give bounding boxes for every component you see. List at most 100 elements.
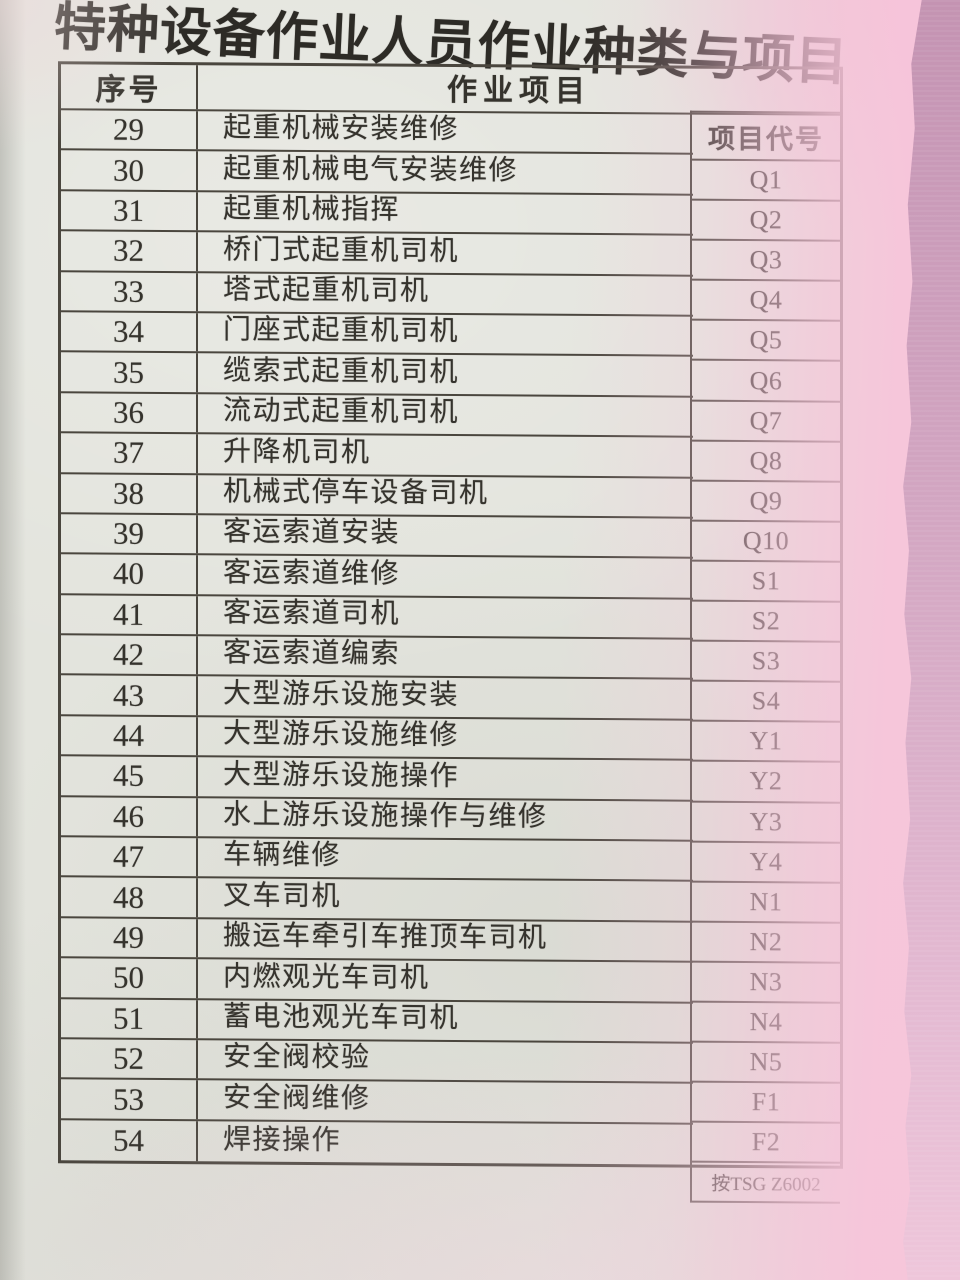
table-header-row: 序号 作业项目: [61, 64, 840, 116]
table-body: 29 起重机械安装维修 30 起重机械电气安装维修 31 起重机械指挥 32 桥门式起重机司机…: [61, 110, 693, 1165]
row-index-cell: 54: [61, 1120, 198, 1162]
row-project-cell: 起重机械安装维修: [223, 112, 460, 146]
row-index-cell: 47: [61, 837, 198, 877]
code-cell: S3: [692, 641, 840, 683]
table-row: 39 客运索道安装: [61, 514, 693, 559]
table-row: 48 叉车司机: [61, 877, 693, 923]
table-row: 40 客运索道维修: [61, 554, 693, 600]
code-cell: S4: [692, 681, 840, 724]
row-project-cell: 桥门式起重机司机: [223, 233, 460, 267]
book-cover-strip: [903, 0, 960, 1280]
code-cell: Q6: [692, 361, 840, 403]
table-row: 49 搬运车牵引车推顶车司机: [61, 918, 693, 963]
row-project-cell: 起重机械电气安装维修: [223, 153, 519, 187]
code-cell: Q8: [692, 441, 840, 483]
code-cell: F1: [692, 1082, 840, 1124]
table-row: 36 流动式起重机司机: [61, 393, 693, 438]
row-index-cell: 30: [61, 150, 198, 191]
table-row: 32 桥门式起重机司机: [61, 231, 693, 277]
code-cell: N5: [692, 1042, 840, 1084]
row-index-cell: 51: [61, 998, 198, 1039]
code-cell: Q3: [692, 240, 840, 283]
row-index-cell: 29: [61, 110, 198, 150]
table-row: 44 大型游乐设施维修: [61, 716, 693, 761]
row-index-cell: 53: [61, 1079, 198, 1120]
row-project-cell: 起重机械指挥: [223, 193, 401, 226]
row-project-cell: 客运索道编索: [223, 637, 401, 671]
row-project-cell: 流动式起重机司机: [223, 395, 460, 429]
row-index-cell: 45: [61, 756, 198, 796]
row-index-cell: 50: [61, 958, 198, 998]
row-project-cell: 客运索道司机: [223, 597, 401, 630]
code-cell: Q5: [692, 321, 840, 363]
row-index-cell: 38: [61, 473, 198, 514]
code-cell: Y2: [692, 762, 840, 804]
code-cell: N3: [692, 962, 840, 1004]
row-project-cell: 大型游乐设施维修: [223, 718, 460, 752]
table-row: 35 缆索式起重机司机: [61, 352, 693, 398]
row-project-cell: 焊接操作: [223, 1124, 342, 1157]
row-index-cell: 39: [61, 514, 198, 554]
table-row: 38 机械式停车设备司机: [61, 473, 693, 519]
row-index-cell: 34: [61, 312, 198, 352]
row-index-cell: 42: [61, 635, 198, 675]
table-row: 37 升降机司机: [61, 433, 693, 479]
row-project-cell: 水上游乐设施操作与维修: [223, 799, 548, 833]
code-cell: Q10: [692, 521, 840, 563]
row-project-cell: 安全阀校验: [223, 1041, 371, 1074]
row-project-cell: 大型游乐设施安装: [223, 678, 460, 711]
code-cell: F2: [692, 1122, 840, 1165]
table-row: 41 客运索道司机: [61, 594, 693, 640]
row-project-cell: 内燃观光车司机: [223, 961, 430, 994]
row-index-cell: 41: [61, 594, 198, 635]
table-row: 46 水上游乐设施操作与维修: [61, 796, 693, 842]
table-row: 42 客运索道编索: [61, 635, 693, 681]
row-project-cell: 客运索道维修: [223, 557, 401, 590]
table-row: 53 安全阀维修: [61, 1079, 693, 1125]
table-row: 31 起重机械指挥: [61, 191, 693, 236]
row-project-cell: 车辆维修: [223, 839, 342, 872]
table-row: 50 内燃观光车司机: [61, 958, 693, 1004]
row-index-cell: 33: [61, 271, 198, 312]
row-index-cell: 44: [61, 716, 198, 756]
row-project-cell: 缆索式起重机司机: [223, 355, 460, 388]
row-project-cell: 搬运车牵引车推顶车司机: [223, 920, 548, 954]
row-index-cell: 40: [61, 554, 198, 594]
row-project-cell: 机械式停车设备司机: [223, 476, 489, 510]
code-cell: Y4: [692, 842, 840, 884]
row-index-cell: 48: [61, 877, 198, 918]
code-column-header: 项目代号: [692, 112, 840, 162]
row-index-cell: 31: [61, 191, 198, 231]
row-index-cell: 43: [61, 675, 198, 716]
work-types-table: 序号 作业项目 29 起重机械安装维修 30 起重机械电气安装维修 31 起重机械指挥 32…: [58, 61, 843, 1205]
code-cell: Q7: [692, 401, 840, 443]
code-cell: Y1: [692, 721, 840, 764]
row-index-cell: 37: [61, 433, 198, 473]
table-row: 34 门座式起重机司机: [61, 312, 693, 358]
table-row: 52 安全阀校验: [61, 1039, 693, 1085]
code-cell: Q9: [692, 481, 840, 523]
row-project-cell: 大型游乐设施操作: [223, 759, 460, 792]
code-cell: Q4: [692, 280, 840, 323]
row-project-cell: 蓄电池观光车司机: [223, 1001, 460, 1035]
row-index-cell: 36: [61, 393, 198, 433]
row-index-cell: 49: [61, 918, 198, 958]
row-project-cell: 门座式起重机司机: [223, 314, 460, 348]
code-cell: S1: [692, 561, 840, 603]
table-row: 51 蓄电池观光车司机: [61, 998, 693, 1044]
code-cell: N2: [692, 922, 840, 964]
row-project-cell: 安全阀维修: [223, 1082, 371, 1115]
table-row: 30 起重机械电气安装维修: [61, 150, 693, 196]
code-cell: Y3: [692, 802, 840, 844]
code-cell: N1: [692, 882, 840, 924]
row-project-cell: 叉车司机: [223, 880, 342, 913]
table-row: 54 焊接操作: [61, 1120, 693, 1165]
code-cell: Q1: [692, 160, 840, 202]
table-row: 33 塔式起重机司机: [61, 271, 693, 317]
code-column: 项目代号 Q1 Q2 Q3 Q4 Q5 Q6 Q7 Q8 Q9 Q10 S1 S2 S3 S4 Y1 Y2 Y3 Y…: [690, 110, 840, 1205]
table-row: 45 大型游乐设施操作: [61, 756, 693, 802]
table-row: 47 车辆维修: [61, 837, 693, 883]
row-index-cell: 52: [61, 1039, 198, 1079]
page-gutter-shadow: [0, 0, 26, 1280]
